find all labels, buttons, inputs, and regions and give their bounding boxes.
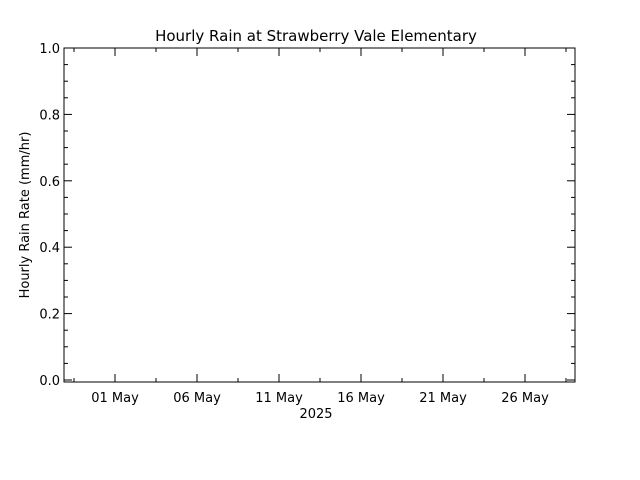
x-tick-label: 16 May <box>337 391 385 406</box>
x-axis: 01 May 06 May 11 May 16 May 21 May 26 May <box>73 48 567 406</box>
y-tick-label: 0.8 <box>39 108 60 123</box>
y-tick-label: 0.2 <box>39 308 60 323</box>
y-axis: 0.0 0.2 0.4 0.6 0.8 1.0 <box>39 42 575 389</box>
y-axis-label: Hourly Rain Rate (mm/hr) <box>18 132 33 299</box>
y-tick-label: 0.0 <box>39 374 60 389</box>
y-tick-label: 0.6 <box>39 175 60 190</box>
x-tick-label: 06 May <box>173 391 221 406</box>
x-tick-label: 01 May <box>91 391 139 406</box>
y-tick-label: 1.0 <box>39 42 60 57</box>
plot-frame <box>63 47 576 383</box>
x-tick-label: 21 May <box>419 391 467 406</box>
y-tick-label: 0.4 <box>39 241 60 256</box>
chart-title: Hourly Rain at Strawberry Vale Elementar… <box>155 27 477 45</box>
x-tick-label: 26 May <box>501 391 549 406</box>
x-axis-label: 2025 <box>299 407 332 422</box>
x-tick-label: 11 May <box>255 391 303 406</box>
